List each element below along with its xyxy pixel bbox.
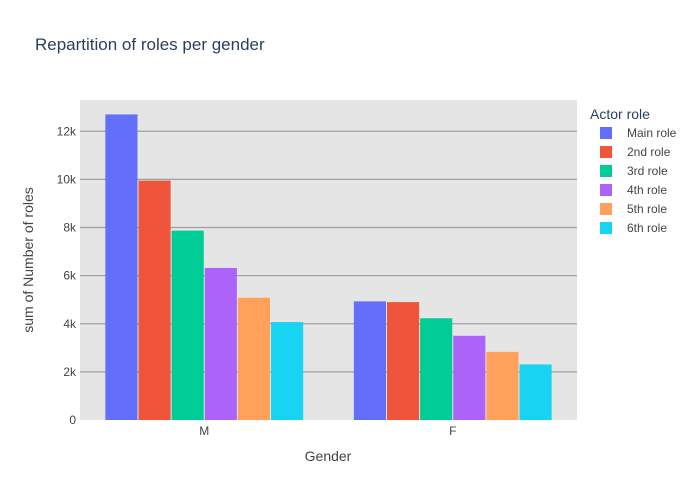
y-tick-label: 0 — [69, 413, 76, 427]
legend-label: 3rd role — [627, 164, 668, 178]
legend-item-3rd-role[interactable]: 3rd role — [600, 164, 668, 178]
legend-label: 5th role — [627, 202, 667, 216]
chart-title: Repartition of roles per gender — [35, 35, 265, 54]
legend-swatch — [600, 203, 612, 215]
legend-swatch — [600, 127, 612, 139]
x-tick-label: F — [449, 424, 456, 438]
y-axis-title: sum of Number of roles — [20, 187, 36, 333]
bar-6th-role-m[interactable] — [271, 322, 304, 420]
bar-5th-role-f[interactable] — [486, 351, 519, 420]
bar-main-role-m[interactable] — [105, 114, 138, 420]
bar-4th-role-f[interactable] — [453, 335, 486, 420]
y-tick-label: 12k — [57, 124, 77, 138]
legend-label: Main role — [627, 126, 677, 140]
bar-5th-role-m[interactable] — [237, 297, 271, 420]
bar-4th-role-m[interactable] — [204, 267, 237, 420]
x-tick-label: M — [199, 424, 209, 438]
bar-2nd-role-f[interactable] — [386, 302, 420, 420]
legend-label: 6th role — [627, 221, 667, 235]
legend-item-2nd-role[interactable]: 2nd role — [600, 145, 671, 159]
legend-item-main-role[interactable]: Main role — [600, 126, 677, 140]
legend-swatch — [600, 184, 612, 196]
legend-item-6th-role[interactable]: 6th role — [600, 221, 667, 235]
bar-3rd-role-m[interactable] — [171, 230, 204, 420]
legend-swatch — [600, 146, 612, 158]
y-tick-label: 8k — [63, 221, 77, 235]
x-axis-title: Gender — [305, 448, 352, 464]
y-tick-label: 2k — [63, 365, 77, 379]
y-tick-label: 4k — [63, 317, 77, 331]
bars — [105, 114, 552, 420]
legend-label: 4th role — [627, 183, 667, 197]
y-axis-ticks: 0 2k 4k 6k 8k 10k 12k — [57, 124, 77, 427]
legend-item-5th-role[interactable]: 5th role — [600, 202, 667, 216]
bar-2nd-role-m[interactable] — [138, 180, 171, 420]
legend-title: Actor role — [590, 106, 650, 122]
y-tick-label: 10k — [57, 172, 77, 186]
bar-6th-role-f[interactable] — [519, 364, 552, 420]
legend-swatch — [600, 165, 612, 177]
legend[interactable]: Actor role Main role 2nd role 3rd role 4th … — [590, 106, 677, 235]
bar-main-role-f[interactable] — [353, 301, 386, 420]
bar-3rd-role-f[interactable] — [420, 318, 453, 420]
legend-label: 2nd role — [627, 145, 671, 159]
legend-item-4th-role[interactable]: 4th role — [600, 183, 667, 197]
y-tick-label: 6k — [63, 269, 77, 283]
legend-swatch — [600, 222, 612, 234]
